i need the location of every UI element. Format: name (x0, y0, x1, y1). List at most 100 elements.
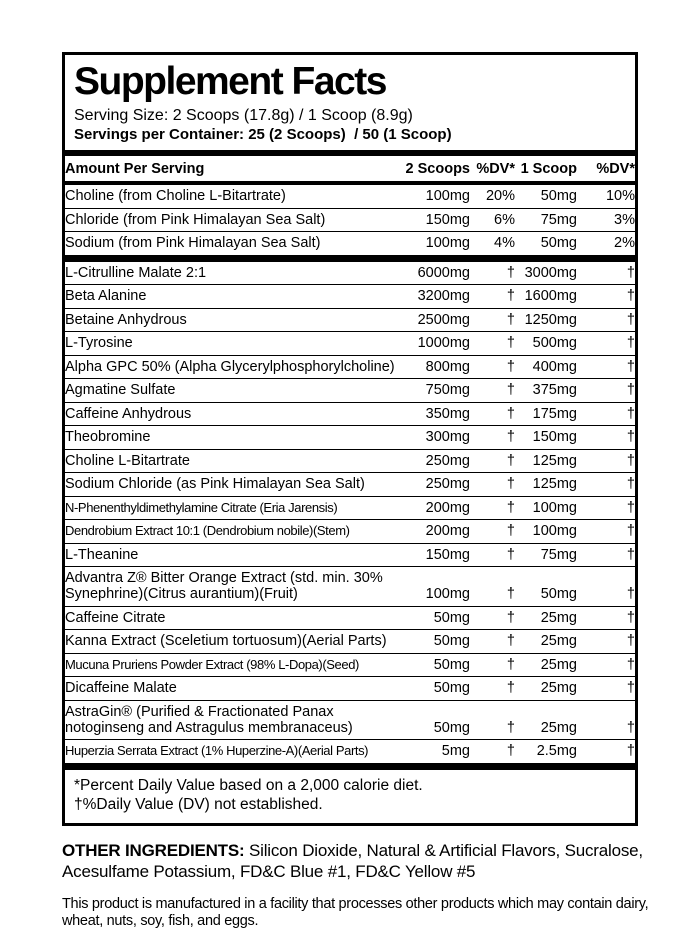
dv-1-scoop: † (577, 284, 635, 308)
dv-2-scoops: † (470, 566, 515, 606)
dv-1-scoop: † (577, 652, 635, 677)
amount-1-scoop: 500mg (515, 331, 577, 355)
ingredient-row: L-Theanine 150mg † 75mg † (65, 542, 635, 567)
dv-2-scoops: † (470, 307, 515, 332)
dv-1-scoop: † (577, 566, 635, 606)
dv-1-scoop: † (577, 629, 635, 653)
amount-2-scoops: 300mg (400, 425, 470, 449)
dv-2-scoops: † (470, 448, 515, 473)
amount-1-scoop: 25mg (515, 652, 577, 677)
dv-1-scoop: † (577, 378, 635, 402)
dv-2-scoops: † (470, 605, 515, 630)
dv-1-scoop: † (577, 354, 635, 379)
column-header-1-scoop: 1 Scoop (515, 153, 577, 185)
dv-1-scoop: † (577, 542, 635, 567)
dv-1-scoop: † (577, 425, 635, 449)
serving-size-text: Serving Size: 2 Scoops (17.8g) / 1 Scoop… (74, 107, 413, 124)
dv-1-scoop: † (577, 307, 635, 332)
ingredient-row: Sodium Chloride (as Pink Himalayan Sea S… (65, 472, 635, 496)
supplement-facts-table: Amount Per Serving 2 Scoops %DV* 1 Scoop… (65, 150, 635, 763)
ingredient-name: Theobromine (65, 425, 400, 449)
amount-2-scoops: 250mg (400, 448, 470, 473)
amount-2-scoops: 150mg (400, 542, 470, 567)
amount-2-scoops: 200mg (400, 519, 470, 543)
amount-1-scoop: 25mg (515, 676, 577, 700)
amount-2-scoops: 1000mg (400, 331, 470, 355)
column-header-dv-b: %DV* (577, 153, 635, 185)
column-header-2-scoops: 2 Scoops (400, 153, 470, 185)
dv-2-scoops: † (470, 676, 515, 700)
dv-1-scoop: 3% (577, 207, 635, 232)
amount-2-scoops: 200mg (400, 495, 470, 520)
amount-2-scoops: 350mg (400, 401, 470, 426)
panel-header: Supplement Facts Serving Size: 2 Scoops … (65, 55, 635, 150)
dv-2-scoops: † (470, 354, 515, 379)
dv-2-scoops: † (470, 519, 515, 543)
amount-1-scoop: 125mg (515, 448, 577, 473)
amount-2-scoops: 3200mg (400, 284, 470, 308)
ingredient-name: Dendrobium Extract 10:1 (Dendrobium nobi… (65, 519, 400, 543)
ingredient-row: Chloride (from Pink Himalayan Sea Salt) … (65, 207, 635, 232)
amount-2-scoops: 2500mg (400, 307, 470, 332)
amount-1-scoop: 100mg (515, 519, 577, 543)
amount-1-scoop: 1250mg (515, 307, 577, 332)
amount-2-scoops: 50mg (400, 652, 470, 677)
dv-1-scoop: † (577, 739, 635, 763)
other-ingredients-paragraph: OTHER INGREDIENTS: Silicon Dioxide, Natu… (62, 840, 666, 883)
amount-2-scoops: 100mg (400, 231, 470, 258)
ingredient-row: Agmatine Sulfate 750mg † 375mg † (65, 378, 635, 402)
dv-2-scoops: 20% (470, 182, 515, 208)
ingredient-name: Caffeine Anhydrous (65, 401, 400, 426)
ingredient-row: Sodium (from Pink Himalayan Sea Salt) 10… (65, 231, 635, 258)
ingredient-name: Dicaffeine Malate (65, 676, 400, 700)
dv-1-scoop: † (577, 401, 635, 426)
ingredient-name: Advantra Z® Bitter Orange Extract (std. … (65, 566, 400, 606)
ingredient-name: L-Tyrosine (65, 331, 400, 355)
amount-1-scoop: 25mg (515, 629, 577, 653)
amount-2-scoops: 250mg (400, 472, 470, 496)
ingredient-name: Sodium (from Pink Himalayan Sea Salt) (65, 231, 400, 258)
ingredient-row: Alpha GPC 50% (Alpha Glycerylphosphorylc… (65, 354, 635, 379)
amount-1-scoop: 150mg (515, 425, 577, 449)
dv-2-scoops: † (470, 652, 515, 677)
ingredient-row: N-Phenenthyldimethylamine Citrate (Eria … (65, 495, 635, 520)
dv-1-scoop: † (577, 448, 635, 473)
dv-2-scoops: † (470, 472, 515, 496)
ingredient-row: Advantra Z® Bitter Orange Extract (std. … (65, 566, 635, 606)
amount-1-scoop: 50mg (515, 566, 577, 606)
amount-1-scoop: 3000mg (515, 254, 577, 285)
amount-2-scoops: 750mg (400, 378, 470, 402)
amount-2-scoops: 50mg (400, 605, 470, 630)
dv-1-scoop: 2% (577, 231, 635, 258)
ingredient-name: Sodium Chloride (as Pink Himalayan Sea S… (65, 472, 400, 496)
servings-per-container-text: Servings per Container: 25 (2 Scoops) / … (74, 126, 452, 143)
dv-1-scoop: † (577, 699, 635, 740)
amount-2-scoops: 6000mg (400, 254, 470, 285)
amount-2-scoops: 50mg (400, 676, 470, 700)
amount-1-scoop: 125mg (515, 472, 577, 496)
dv-2-scoops: † (470, 699, 515, 740)
amount-1-scoop: 50mg (515, 182, 577, 208)
dv-2-scoops: 6% (470, 207, 515, 232)
dv-1-scoop: † (577, 331, 635, 355)
dv-1-scoop: † (577, 254, 635, 285)
ingredient-row: Caffeine Citrate 50mg † 25mg † (65, 605, 635, 630)
column-header-dv-a: %DV* (470, 153, 515, 185)
dv-1-scoop: † (577, 519, 635, 543)
panel-title: Supplement Facts (74, 60, 387, 103)
ingredient-row: Caffeine Anhydrous 350mg † 175mg † (65, 401, 635, 426)
dv-1-scoop: † (577, 495, 635, 520)
amount-1-scoop: 400mg (515, 354, 577, 379)
ingredient-name: Huperzia Serrata Extract (1% Huperzine-A… (65, 739, 400, 763)
ingredient-row: Kanna Extract (Sceletium tortuosum)(Aeri… (65, 629, 635, 653)
ingredient-name: Chloride (from Pink Himalayan Sea Salt) (65, 207, 400, 232)
ingredient-row: Choline L-Bitartrate 250mg † 125mg † (65, 448, 635, 473)
amount-1-scoop: 100mg (515, 495, 577, 520)
ingredient-name: Beta Alanine (65, 284, 400, 308)
supplement-facts-panel: Supplement Facts Serving Size: 2 Scoops … (62, 52, 638, 826)
ingredient-row: Mucuna Pruriens Powder Extract (98% L-Do… (65, 652, 635, 677)
amount-2-scoops: 100mg (400, 566, 470, 606)
ingredient-name: Choline (from Choline L-Bitartrate) (65, 182, 400, 208)
ingredient-row: Huperzia Serrata Extract (1% Huperzine-A… (65, 739, 635, 763)
